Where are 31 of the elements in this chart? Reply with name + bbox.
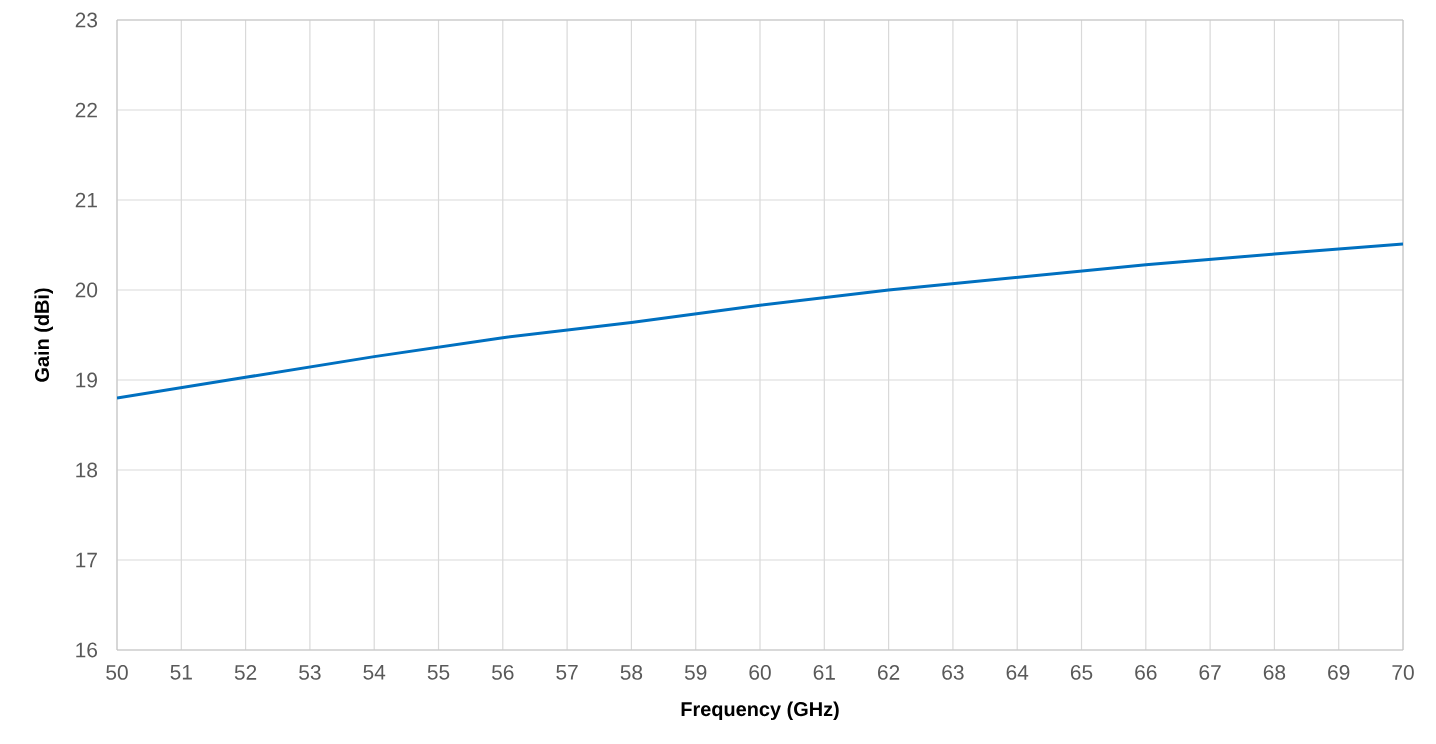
x-tick-label: 53 bbox=[299, 665, 321, 680]
x-tick-label: 59 bbox=[684, 665, 707, 680]
x-tick-label: 55 bbox=[427, 665, 450, 680]
x-tick-label: 58 bbox=[620, 665, 643, 680]
x-tick-label: 68 bbox=[1263, 665, 1286, 680]
y-tick-label: 16 bbox=[76, 642, 98, 658]
x-tick-label: 60 bbox=[749, 665, 771, 680]
x-tick-label: 61 bbox=[813, 665, 835, 680]
x-tick-label: 62 bbox=[878, 665, 900, 680]
y-tick-label: 22 bbox=[75, 102, 97, 118]
y-tick-label: 17 bbox=[76, 552, 97, 568]
y-tick-label: 18 bbox=[76, 462, 98, 478]
x-axis-title: Frequency (GHz) bbox=[681, 701, 839, 721]
x-tick-label: 56 bbox=[492, 665, 514, 680]
x-tick-label: 67 bbox=[1199, 665, 1221, 680]
x-tick-label: 51 bbox=[170, 665, 192, 680]
x-tick-label: 64 bbox=[1006, 665, 1029, 680]
x-tick-label: 57 bbox=[556, 665, 578, 680]
x-tick-label: 50 bbox=[106, 665, 128, 680]
x-tick-label: 63 bbox=[942, 665, 964, 680]
y-tick-label: 19 bbox=[76, 372, 97, 388]
y-tick-label: 21 bbox=[75, 192, 97, 208]
y-axis-title: Gain (dBi) bbox=[34, 288, 53, 382]
y-tick-label: 23 bbox=[75, 12, 98, 28]
y-tick-label: 20 bbox=[75, 282, 98, 298]
x-tick-label: 69 bbox=[1328, 665, 1350, 680]
x-tick-label: 54 bbox=[363, 665, 386, 680]
x-tick-label: 70 bbox=[1392, 665, 1414, 680]
x-tick-label: 66 bbox=[1135, 665, 1157, 680]
x-tick-label: 65 bbox=[1070, 665, 1093, 680]
x-tick-label: 52 bbox=[234, 665, 257, 680]
